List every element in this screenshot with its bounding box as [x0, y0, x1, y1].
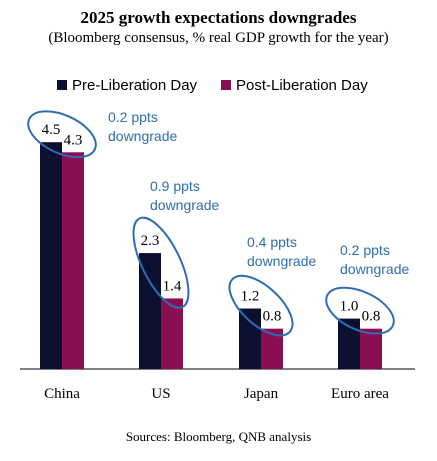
value-label-japan-post: 0.8	[263, 309, 282, 325]
bar-japan-pre	[239, 308, 261, 369]
legend-swatch-pre	[57, 80, 67, 90]
annotation-china-amount: 0.2 ppts	[108, 109, 158, 125]
category-label-japan: Japan	[244, 386, 279, 402]
bar-us-post	[161, 298, 183, 369]
annotation-euro-area-label: downgrade	[340, 261, 409, 277]
source-note: Sources: Bloomberg, QNB analysis	[125, 429, 312, 444]
legend-label-pre: Pre-Liberation Day	[72, 77, 198, 94]
annotation-us-amount: 0.9 ppts	[150, 178, 200, 194]
legend-item-post: Post-Liberation Day	[221, 77, 368, 94]
value-label-china-pre: 4.5	[42, 122, 61, 138]
value-label-euro-area-pre: 1.0	[340, 299, 359, 315]
ellipse-japan	[228, 274, 294, 337]
value-label-japan-pre: 1.2	[241, 289, 260, 305]
value-label-us-pre: 2.3	[141, 233, 160, 249]
annotation-china-label: downgrade	[108, 128, 177, 144]
annotation-japan-amount: 0.4 ppts	[247, 234, 297, 250]
bar-china-post	[62, 152, 84, 369]
legend-swatch-post	[221, 80, 231, 90]
bar-euro-area-post	[360, 328, 382, 369]
category-label-euro-area: Euro area	[331, 386, 389, 402]
annotation-euro-area-amount: 0.2 ppts	[340, 242, 390, 258]
chart-subtitle: (Bloomberg consensus, % real GDP growth …	[48, 30, 389, 46]
category-label-china: China	[44, 386, 80, 402]
ellipse-us	[132, 216, 190, 309]
value-label-china-post: 4.3	[64, 132, 83, 148]
chart-title: 2025 growth expectations downgrades	[80, 8, 357, 27]
bar-china-pre	[40, 142, 62, 369]
ellipse-china	[27, 110, 97, 159]
annotation-japan-label: downgrade	[247, 253, 316, 269]
category-label-us: US	[151, 386, 170, 402]
bar-euro-area-pre	[338, 318, 360, 369]
ellipse-euro-area	[325, 286, 395, 335]
value-label-us-post: 1.4	[163, 278, 182, 294]
legend-item-pre: Pre-Liberation Day	[57, 77, 197, 94]
annotation-us-label: downgrade	[150, 197, 219, 213]
legend-label-post: Post-Liberation Day	[236, 77, 368, 94]
value-label-euro-area-post: 0.8	[362, 309, 381, 325]
bar-japan-post	[261, 328, 283, 369]
bar-us-pre	[139, 253, 161, 369]
